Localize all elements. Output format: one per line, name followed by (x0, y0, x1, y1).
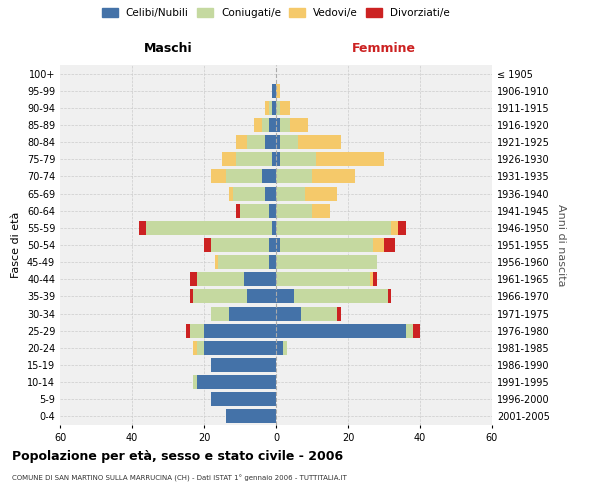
Bar (211, 306, 229, 320)
Bar (269, 238, 276, 252)
Bar (190, 272, 197, 286)
Bar (218, 255, 269, 269)
Bar (280, 118, 290, 132)
Bar (269, 101, 272, 115)
Bar (269, 118, 276, 132)
Bar (204, 341, 276, 355)
Bar (272, 152, 276, 166)
Bar (301, 306, 337, 320)
Bar (373, 238, 384, 252)
Bar (247, 290, 276, 304)
Bar (276, 186, 305, 200)
Bar (391, 221, 398, 235)
Bar (290, 118, 308, 132)
Y-axis label: Anni di nascita: Anni di nascita (556, 204, 566, 286)
Bar (211, 358, 276, 372)
Bar (204, 324, 276, 338)
Bar (265, 101, 269, 115)
Bar (406, 324, 413, 338)
Bar (276, 272, 370, 286)
Bar (262, 118, 269, 132)
Bar (276, 84, 280, 98)
Bar (337, 306, 341, 320)
Bar (262, 170, 276, 183)
Bar (211, 238, 269, 252)
Text: Maschi: Maschi (143, 42, 193, 54)
Bar (276, 290, 294, 304)
Bar (197, 341, 204, 355)
Bar (298, 135, 341, 149)
Bar (283, 341, 287, 355)
Bar (276, 324, 406, 338)
Bar (197, 375, 276, 389)
Legend: Celibi/Nubili, Coniugati/e, Vedovi/e, Divorziati/e: Celibi/Nubili, Coniugati/e, Vedovi/e, Di… (102, 8, 450, 18)
Bar (229, 186, 233, 200)
Bar (276, 255, 377, 269)
Bar (204, 238, 211, 252)
Bar (240, 204, 269, 218)
Bar (388, 290, 391, 304)
Bar (312, 204, 330, 218)
Bar (236, 152, 272, 166)
Bar (413, 324, 420, 338)
Bar (398, 221, 406, 235)
Bar (247, 135, 265, 149)
Bar (294, 290, 388, 304)
Bar (370, 272, 373, 286)
Bar (269, 255, 276, 269)
Bar (384, 238, 395, 252)
Bar (272, 221, 276, 235)
Bar (254, 118, 262, 132)
Bar (186, 324, 190, 338)
Bar (280, 152, 316, 166)
Bar (190, 324, 204, 338)
Bar (276, 101, 280, 115)
Text: Femmine: Femmine (352, 42, 416, 54)
Bar (276, 135, 280, 149)
Bar (305, 186, 337, 200)
Bar (276, 221, 391, 235)
Bar (229, 306, 276, 320)
Bar (265, 135, 276, 149)
Bar (193, 290, 247, 304)
Bar (197, 272, 244, 286)
Bar (272, 101, 276, 115)
Text: Popolazione per età, sesso e stato civile - 2006: Popolazione per età, sesso e stato civil… (12, 450, 343, 463)
Bar (276, 170, 312, 183)
Bar (276, 238, 280, 252)
Bar (236, 135, 247, 149)
Bar (276, 152, 280, 166)
Bar (226, 170, 262, 183)
Bar (211, 392, 276, 406)
Bar (280, 135, 298, 149)
Bar (265, 186, 276, 200)
Y-axis label: Fasce di età: Fasce di età (11, 212, 21, 278)
Text: COMUNE DI SAN MARTINO SULLA MARRUCINA (CH) - Dati ISTAT 1° gennaio 2006 - TUTTIT: COMUNE DI SAN MARTINO SULLA MARRUCINA (C… (12, 475, 347, 482)
Bar (139, 221, 146, 235)
Bar (280, 238, 373, 252)
Bar (215, 255, 218, 269)
Bar (211, 170, 226, 183)
Bar (269, 204, 276, 218)
Bar (276, 118, 280, 132)
Bar (276, 204, 312, 218)
Bar (193, 341, 197, 355)
Bar (233, 186, 265, 200)
Bar (272, 84, 276, 98)
Bar (276, 306, 301, 320)
Bar (373, 272, 377, 286)
Bar (146, 221, 272, 235)
Bar (236, 204, 240, 218)
Bar (193, 375, 197, 389)
Bar (276, 341, 283, 355)
Bar (244, 272, 276, 286)
Bar (226, 410, 276, 424)
Bar (312, 170, 355, 183)
Bar (222, 152, 236, 166)
Bar (316, 152, 384, 166)
Bar (190, 290, 193, 304)
Bar (280, 101, 290, 115)
